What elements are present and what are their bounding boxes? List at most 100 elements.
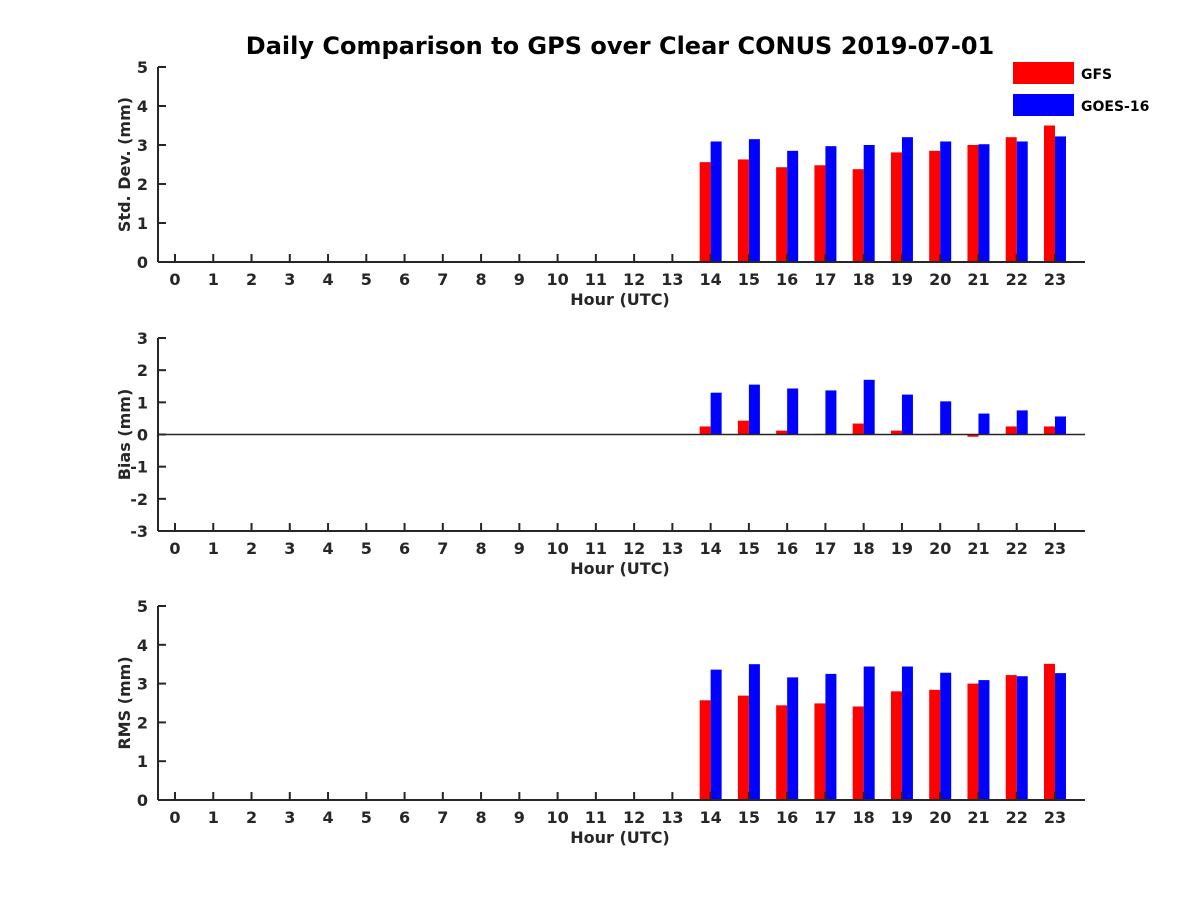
bar-gfs-hour-23 bbox=[1043, 125, 1055, 262]
y-tick-label: 3 bbox=[137, 136, 148, 155]
bar-gfs-hour-14 bbox=[699, 426, 711, 435]
bar-goes-16-hour-22 bbox=[1016, 141, 1028, 262]
y-tick-label: 2 bbox=[137, 175, 148, 194]
x-tick-label: 11 bbox=[585, 808, 607, 827]
x-tick-label: 9 bbox=[514, 808, 525, 827]
bar-goes-16-hour-14 bbox=[710, 669, 722, 800]
bar-goes-16-hour-19 bbox=[901, 394, 913, 435]
bar-goes-16-hour-14 bbox=[710, 392, 722, 435]
x-axis-label: Hour (UTC) bbox=[570, 559, 670, 578]
y-axis-label: RMS (mm) bbox=[115, 656, 134, 749]
x-tick-label: 7 bbox=[437, 270, 448, 289]
bar-goes-16-hour-20 bbox=[940, 672, 952, 800]
bar-gfs-hour-14 bbox=[699, 700, 711, 800]
x-tick-label: 1 bbox=[208, 270, 219, 289]
x-tick-label: 22 bbox=[1006, 270, 1028, 289]
x-tick-label: 13 bbox=[661, 808, 683, 827]
y-tick-label: 3 bbox=[137, 329, 148, 348]
bar-gfs-hour-20 bbox=[929, 689, 941, 800]
x-tick-label: 2 bbox=[246, 808, 257, 827]
bar-goes-16-hour-17 bbox=[825, 673, 837, 800]
bar-gfs-hour-22 bbox=[1005, 137, 1017, 262]
x-tick-label: 18 bbox=[853, 808, 875, 827]
y-tick-label: -3 bbox=[130, 522, 148, 541]
bar-goes-16-hour-18 bbox=[863, 145, 875, 262]
x-tick-label: 15 bbox=[738, 270, 760, 289]
bar-goes-16-hour-23 bbox=[1054, 673, 1066, 800]
x-tick-label: 22 bbox=[1006, 808, 1028, 827]
x-tick-label: 10 bbox=[546, 808, 568, 827]
y-tick-label: 0 bbox=[137, 426, 148, 445]
x-tick-label: 1 bbox=[208, 808, 219, 827]
bar-goes-16-hour-21 bbox=[978, 413, 990, 435]
x-tick-label: 23 bbox=[1044, 270, 1066, 289]
x-tick-label: 19 bbox=[891, 808, 913, 827]
bar-gfs-hour-15 bbox=[737, 420, 749, 435]
y-axis-label: Bias (mm) bbox=[115, 389, 134, 481]
x-tick-label: 9 bbox=[514, 270, 525, 289]
x-tick-label: 13 bbox=[661, 270, 683, 289]
bar-gfs-hour-15 bbox=[737, 695, 749, 800]
y-tick-label: 5 bbox=[137, 58, 148, 77]
y-tick-label: -2 bbox=[130, 490, 148, 509]
x-tick-label: 8 bbox=[476, 270, 487, 289]
bar-gfs-hour-20 bbox=[929, 150, 941, 262]
x-tick-label: 14 bbox=[700, 270, 722, 289]
bar-goes-16-hour-19 bbox=[901, 137, 913, 262]
x-tick-label: 21 bbox=[967, 270, 989, 289]
bar-gfs-hour-15 bbox=[737, 159, 749, 262]
y-tick-label: 3 bbox=[137, 675, 148, 694]
x-tick-label: 21 bbox=[967, 808, 989, 827]
x-tick-label: 16 bbox=[776, 270, 798, 289]
bar-gfs-hour-16 bbox=[776, 430, 788, 435]
y-tick-label: 1 bbox=[137, 214, 148, 233]
x-tick-label: 3 bbox=[284, 539, 295, 558]
legend-label-gfs: GFS bbox=[1081, 67, 1112, 83]
x-tick-label: 20 bbox=[929, 539, 951, 558]
bar-gfs-hour-14 bbox=[699, 162, 711, 262]
x-tick-label: 4 bbox=[322, 808, 333, 827]
x-tick-label: 9 bbox=[514, 539, 525, 558]
x-axis-label: Hour (UTC) bbox=[570, 828, 670, 847]
y-tick-label: 2 bbox=[137, 361, 148, 380]
bar-gfs-hour-19 bbox=[890, 430, 902, 435]
x-tick-label: 6 bbox=[399, 539, 410, 558]
x-tick-label: 21 bbox=[967, 539, 989, 558]
y-tick-label: 4 bbox=[137, 97, 148, 116]
bar-goes-16-hour-15 bbox=[748, 139, 760, 262]
x-tick-label: 5 bbox=[361, 270, 372, 289]
x-tick-label: 17 bbox=[814, 808, 836, 827]
x-tick-label: 6 bbox=[399, 270, 410, 289]
x-tick-label: 18 bbox=[853, 270, 875, 289]
bar-gfs-hour-18 bbox=[852, 706, 864, 800]
x-tick-label: 16 bbox=[776, 808, 798, 827]
x-tick-label: 18 bbox=[853, 539, 875, 558]
x-tick-label: 8 bbox=[476, 808, 487, 827]
bar-goes-16-hour-17 bbox=[825, 146, 837, 262]
x-tick-label: 5 bbox=[361, 539, 372, 558]
x-tick-label: 19 bbox=[891, 270, 913, 289]
x-tick-label: 0 bbox=[169, 539, 180, 558]
x-tick-label: 17 bbox=[814, 270, 836, 289]
x-tick-label: 8 bbox=[476, 539, 487, 558]
bar-goes-16-hour-17 bbox=[825, 390, 837, 435]
bar-goes-16-hour-15 bbox=[748, 664, 760, 800]
bar-gfs-hour-19 bbox=[890, 152, 902, 262]
bar-gfs-hour-17 bbox=[814, 703, 826, 800]
bar-goes-16-hour-23 bbox=[1054, 416, 1066, 435]
x-tick-label: 5 bbox=[361, 808, 372, 827]
x-tick-label: 7 bbox=[437, 808, 448, 827]
x-tick-label: 6 bbox=[399, 808, 410, 827]
bar-gfs-hour-18 bbox=[852, 169, 864, 262]
x-tick-label: 10 bbox=[546, 270, 568, 289]
y-tick-label: 0 bbox=[137, 253, 148, 272]
bar-goes-16-hour-18 bbox=[863, 666, 875, 800]
x-tick-label: 20 bbox=[929, 270, 951, 289]
bar-goes-16-hour-16 bbox=[787, 388, 799, 435]
x-tick-label: 23 bbox=[1044, 539, 1066, 558]
y-tick-label: 2 bbox=[137, 713, 148, 732]
x-tick-label: 12 bbox=[623, 808, 645, 827]
